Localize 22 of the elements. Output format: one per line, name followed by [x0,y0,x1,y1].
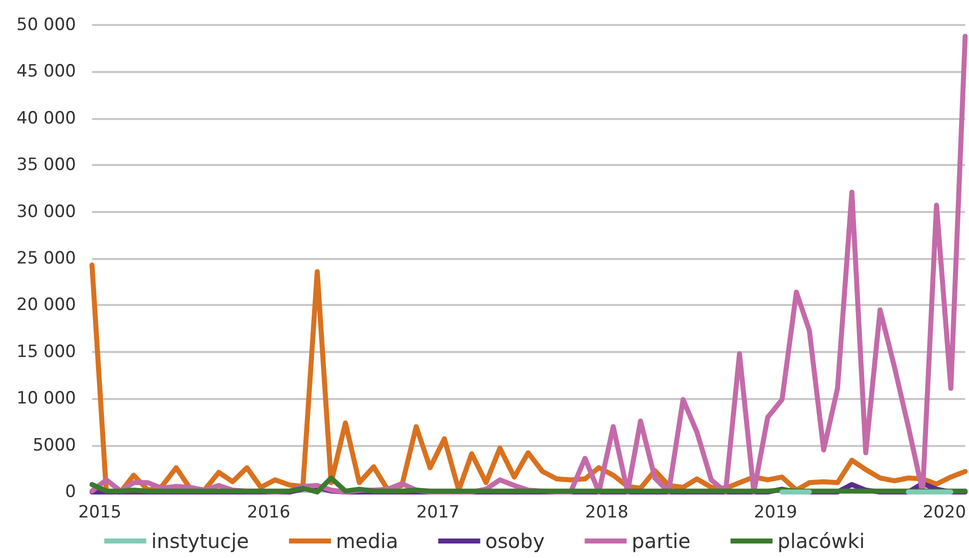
x-tick-label: 2015 [78,502,122,522]
y-tick-label: 20 000 [16,295,76,316]
y-tick-label: 10 000 [16,388,76,409]
y-tick-label: 15 000 [16,342,76,362]
y-tick-label: 50 000 [16,15,76,35]
y-tick-label: 5000 [32,435,76,456]
x-tick-label: 2017 [416,502,460,522]
x-tick-label: 2016 [247,502,290,522]
x-tick-label: 2020 [922,502,966,522]
y-tick-label: 25 000 [16,248,76,268]
legend-label: partie [632,529,691,553]
legend-label: instytucje [151,529,249,553]
y-tick-label: 30 000 [16,202,76,222]
x-tick-label: 2019 [754,502,798,522]
legend-label: media [336,529,398,553]
y-tick-label: 40 000 [16,108,76,128]
y-tick-label: 0 [65,482,76,502]
y-tick-label: 35 000 [16,155,76,176]
x-tick-label: 2018 [585,502,628,522]
legend-label: osoby [485,529,545,553]
legend-label: placówki [778,529,865,553]
y-tick-label: 45 000 [16,62,76,82]
